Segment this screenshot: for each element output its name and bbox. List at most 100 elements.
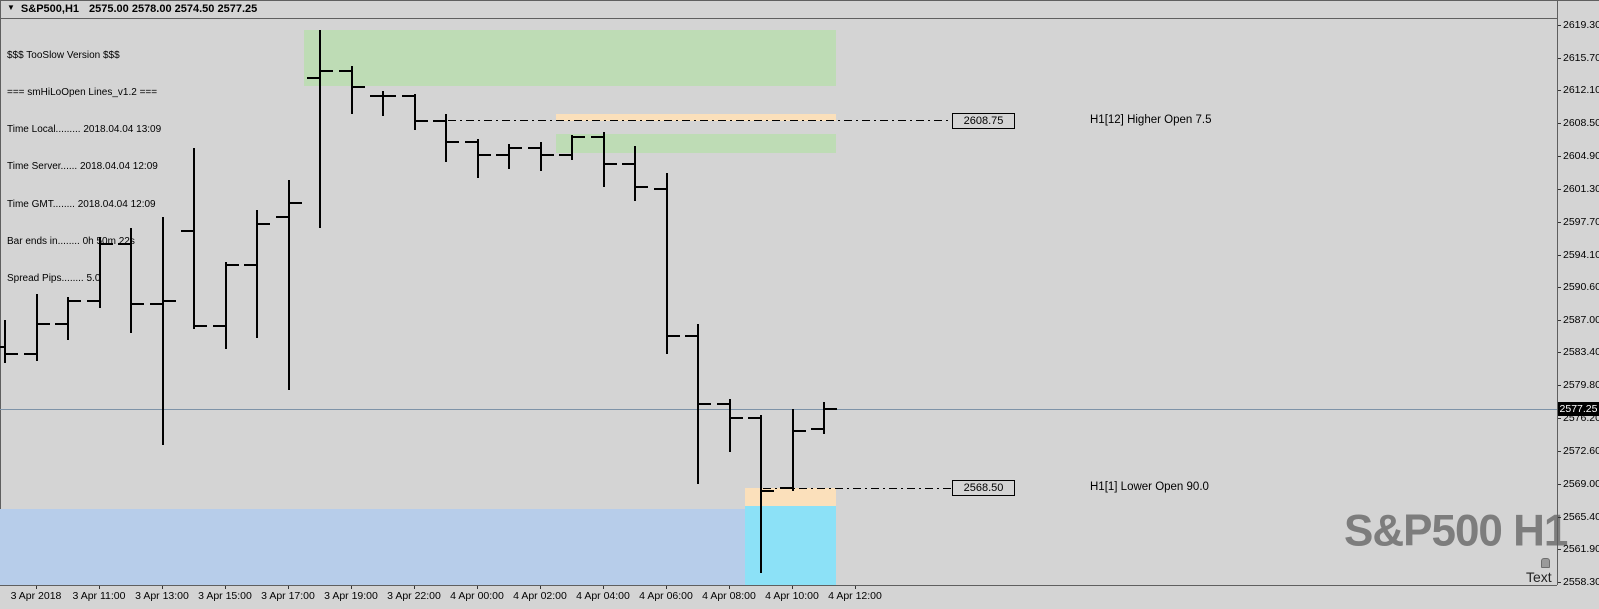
time-axis-tick	[729, 586, 730, 589]
time-axis-tick	[351, 586, 352, 589]
ohlc-bar-range	[161, 216, 164, 446]
price-axis-label: 2579.80	[1563, 379, 1599, 392]
price-axis-label: 2590.60	[1563, 280, 1599, 293]
time-axis-label: 4 Apr 04:00	[576, 590, 630, 602]
ohlc-bar-close-tick	[604, 163, 617, 166]
ohlc-bar-range	[728, 399, 731, 452]
ohlc-bar-range	[350, 66, 353, 115]
ohlc-bar-close-tick	[793, 430, 806, 433]
open-level-price-box[interactable]: 2608.75	[952, 112, 1015, 129]
ohlc-bar-close-tick	[730, 416, 743, 419]
time-axis-tick	[414, 586, 415, 589]
time-axis-tick	[99, 586, 100, 589]
chart-menu-dropdown-icon[interactable]: ▼	[7, 3, 15, 12]
ohlc-bar-open-tick	[622, 163, 634, 166]
price-axis-label: 2608.50	[1563, 117, 1599, 130]
ohlc-bar-range	[508, 143, 510, 169]
ohlc-bar-open-tick	[716, 403, 729, 405]
price-axis-label: 2572.60	[1563, 445, 1599, 458]
ohlc-bar-close-tick	[321, 69, 333, 72]
time-axis-label: 4 Apr 10:00	[765, 590, 819, 602]
ohlc-bar-open-tick	[212, 325, 225, 328]
ohlc-bar-range	[476, 139, 479, 179]
ohlc-bar-open-tick	[779, 487, 792, 490]
open-level-price-box[interactable]: 2568.50	[952, 480, 1015, 497]
ohlc-bar-close-tick	[195, 325, 207, 328]
info-line: Time GMT........ 2018.04.04 12:09	[7, 198, 156, 210]
ohlc-bar-close-tick	[226, 263, 239, 266]
ohlc-bar-close-tick	[699, 403, 711, 405]
ohlc-bar-close-tick	[415, 119, 428, 122]
price-axis-label: 2569.00	[1563, 477, 1599, 490]
ohlc-bar-open-tick	[433, 119, 445, 122]
price-axis-label: 2583.40	[1563, 346, 1599, 359]
ohlc-bar-range	[224, 262, 227, 350]
time-axis-label: 3 Apr 11:00	[72, 590, 126, 602]
ohlc-bar-close-tick	[447, 140, 459, 143]
ohlc-bar-range	[760, 415, 762, 573]
ohlc-bar-range	[98, 237, 101, 309]
time-axis-label: 3 Apr 2018	[10, 590, 62, 602]
ohlc-bar-close-tick	[132, 302, 144, 305]
time-axis-tick	[225, 586, 226, 589]
time-axis-tick	[792, 586, 793, 589]
ohlc-bar-close-tick	[510, 147, 522, 150]
current-price-tag: 2577.25	[1558, 401, 1599, 416]
zone-lower-demand-band	[745, 505, 836, 585]
ohlc-bar-range	[130, 228, 132, 334]
ohlc-bar-close-tick	[636, 186, 648, 189]
ohlc-bar-close-tick	[37, 323, 50, 326]
open-level-line[interactable]	[763, 487, 952, 489]
price-axis-tick	[1557, 90, 1561, 92]
ohlc-bar-open-tick	[590, 135, 603, 138]
chart-title-bar: ▼ S&P500,H1 2575.00 2578.00 2574.50 2577.2…	[0, 0, 1599, 18]
text-object-anchor-icon[interactable]	[1541, 558, 1550, 568]
ohlc-bar-range	[697, 324, 699, 484]
ohlc-bar-open-tick	[527, 147, 540, 150]
ohlc-bar-range	[256, 209, 258, 338]
time-axis-tick	[288, 586, 289, 589]
ohlc-bar-open-tick	[23, 352, 36, 355]
ohlc-bar-open-tick	[55, 323, 67, 326]
price-axis-label: 2612.10	[1563, 84, 1599, 97]
symbol-watermark: S&P500 H1	[1344, 505, 1568, 556]
time-axis: 3 Apr 2018 3 Apr 11:00 3 Apr 13:00 3 Apr 15…	[0, 585, 1557, 609]
ohlc-bar-open-tick	[275, 215, 288, 218]
time-axis-label: 3 Apr 13:00	[135, 590, 189, 602]
ohlc-bar-range	[602, 132, 605, 188]
time-axis-label: 4 Apr 08:00	[702, 590, 756, 602]
ohlc-bar-close-tick	[825, 407, 837, 410]
time-axis-tick	[855, 586, 856, 589]
zone-lower-open-band	[745, 488, 836, 506]
price-axis-border	[1557, 0, 1558, 585]
ohlc-bar-open-tick	[811, 428, 823, 431]
open-level-annotation: H1[1] Lower Open 90.0	[1090, 481, 1209, 494]
price-axis-tick	[1557, 581, 1561, 583]
info-line: Time Server...... 2018.04.04 12:09	[7, 161, 158, 173]
ohlc-bar-close-tick	[478, 154, 491, 157]
info-line: === smHiLoOpen Lines_v1.2 ===	[7, 87, 158, 99]
price-axis-label: 2601.30	[1563, 182, 1599, 195]
open-level-annotation: H1[12] Higher Open 7.5	[1090, 113, 1212, 126]
open-level-line[interactable]	[448, 120, 952, 122]
ohlc-bar-open-tick	[748, 416, 760, 419]
ohlc-bar-open-tick	[0, 345, 4, 348]
time-axis-label: 4 Apr 06:00	[639, 590, 693, 602]
ohlc-bar-close-tick	[541, 154, 554, 157]
time-axis-tick	[162, 586, 163, 589]
window-border-left	[0, 0, 1, 585]
price-axis-tick	[1557, 319, 1561, 321]
price-axis-tick	[1557, 156, 1561, 158]
ohlc-bar-range	[823, 401, 825, 434]
price-axis-label: 2604.90	[1563, 150, 1599, 163]
price-axis-label: 2597.70	[1563, 215, 1599, 228]
ohlc-bar-range	[445, 114, 447, 163]
text-object-label[interactable]: Text	[1526, 569, 1552, 585]
ohlc-bar-close-tick	[384, 94, 396, 97]
ohlc-bar-range	[791, 408, 794, 491]
ohlc-bar-range	[665, 173, 668, 354]
ohlc-bar-open-tick	[370, 94, 382, 97]
price-axis-tick	[1557, 385, 1561, 387]
price-axis-tick	[1557, 451, 1561, 453]
